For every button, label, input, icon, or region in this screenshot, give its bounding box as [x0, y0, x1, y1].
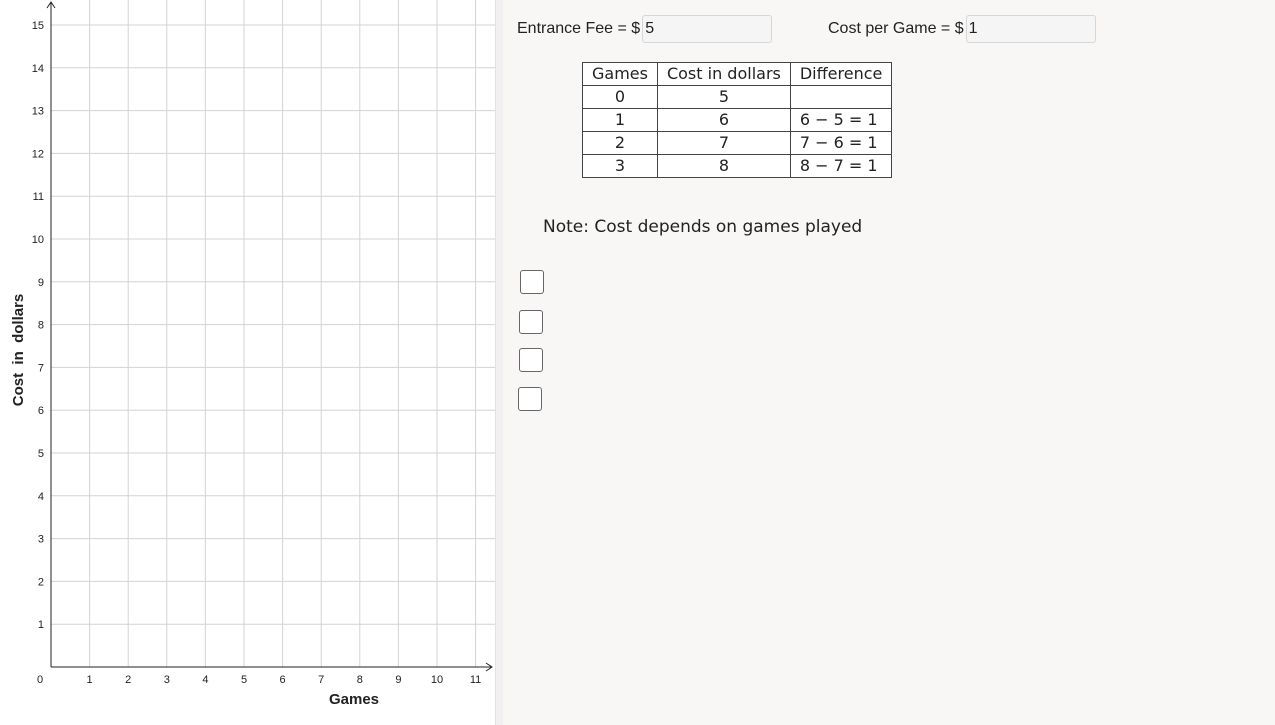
cost-per-game-row: Cost per Game = $ [828, 14, 1096, 44]
x-tick-label: 10 [431, 674, 443, 686]
y-tick-label: 11 [33, 191, 44, 203]
cost-table: Games Cost in dollars Difference 0 5 1 6… [582, 62, 893, 178]
panel-splitter[interactable] [495, 0, 504, 725]
difference-cell: 8 − 7 = 1 [789, 154, 893, 178]
entrance-fee-input[interactable] [642, 15, 773, 43]
x-tick-label: 7 [318, 674, 324, 686]
games-cell: 0 [582, 85, 658, 109]
x-tick-label: 2 [125, 674, 131, 686]
cost-per-game-input[interactable] [965, 15, 1096, 43]
y-tick-label: 9 [38, 277, 44, 289]
origin-label: 0 [37, 674, 43, 686]
checkbox-4[interactable] [518, 387, 542, 411]
x-tick-label: 4 [202, 674, 208, 686]
checkbox-2[interactable] [519, 310, 543, 334]
y-tick-label: 14 [32, 63, 44, 75]
controls-panel: Entrance Fee = $ Cost per Game = $ Games… [503, 0, 1275, 725]
checkbox-1[interactable] [520, 270, 544, 294]
y-tick-label: 1 [38, 619, 44, 631]
table-row: 1 6 6 − 5 = 1 [582, 108, 893, 132]
x-tick-label: 3 [164, 674, 170, 686]
difference-cell: 6 − 5 = 1 [789, 108, 893, 132]
cost-per-game-label: Cost per Game = $ [828, 20, 964, 37]
entrance-fee-label: Entrance Fee = $ [517, 20, 641, 37]
entrance-fee-row: Entrance Fee = $ [517, 14, 773, 44]
games-cell: 2 [582, 131, 658, 155]
x-axis-arrow-icon [485, 662, 493, 672]
x-tick-label: 1 [87, 674, 93, 686]
x-tick-label: 11 [470, 674, 481, 686]
x-tick-label: 6 [280, 674, 286, 686]
table-row: 3 8 8 − 7 = 1 [582, 154, 893, 178]
difference-cell [789, 85, 893, 109]
coordinate-grid[interactable]: 1 2 3 4 5 6 7 8 9 10 111234567891011121314150Games… [0, 0, 495, 725]
x-tick-label: 9 [395, 674, 401, 686]
y-tick-label: 7 [38, 362, 44, 374]
header-games: Games [582, 62, 658, 86]
note-text: Note: Cost depends on games played [543, 217, 863, 237]
header-difference: Difference [789, 62, 893, 86]
y-axis-title: Cost in dollars [10, 294, 27, 407]
header-cost: Cost in dollars [656, 62, 791, 86]
y-tick-label: 13 [32, 106, 44, 118]
x-axis-title: Games [329, 691, 379, 708]
cost-cell: 6 [656, 108, 791, 132]
y-tick-label: 12 [32, 148, 44, 160]
table-header-row: Games Cost in dollars Difference [582, 62, 893, 86]
graph-view[interactable]: 1 2 3 4 5 6 7 8 9 10 11 1 2 3 4 5 6 7 8 9 10 11 12 13 14 15 0 Games… [0, 0, 495, 725]
difference-cell: 7 − 6 = 1 [789, 131, 893, 155]
games-cell: 1 [582, 108, 658, 132]
y-tick-label: 5 [38, 448, 44, 460]
y-tick-label: 2 [38, 576, 44, 588]
y-tick-label: 10 [32, 234, 44, 246]
cost-cell: 5 [656, 85, 791, 109]
y-tick-label: 4 [38, 491, 44, 503]
table-row: 0 5 [582, 85, 893, 109]
table-row: 2 7 7 − 6 = 1 [582, 131, 893, 155]
y-tick-label: 3 [38, 534, 44, 546]
y-tick-label: 6 [38, 405, 44, 417]
y-axis-arrow-icon [46, 1, 56, 9]
cost-cell: 8 [656, 154, 791, 178]
y-tick-label: 8 [38, 320, 44, 332]
y-tick-label: 15 [32, 20, 44, 32]
cost-cell: 7 [656, 131, 791, 155]
checkbox-3[interactable] [519, 348, 543, 372]
games-cell: 3 [582, 154, 658, 178]
x-tick-label: 5 [241, 674, 247, 686]
x-tick-label: 8 [357, 674, 363, 686]
